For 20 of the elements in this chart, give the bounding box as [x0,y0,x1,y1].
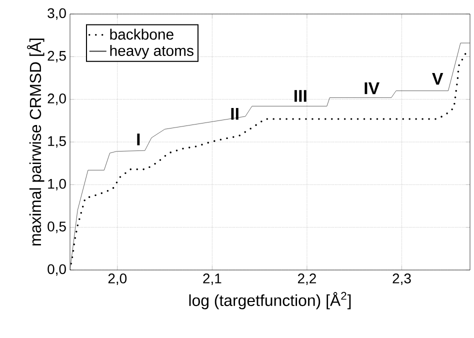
annotation: V [432,72,444,85]
y-tick-label: 3,0 [48,8,66,20]
y-tick-label: 1,0 [48,178,66,190]
legend-label: heavy atoms [110,45,194,59]
legend-label: backbone [110,28,174,40]
annotation: II [231,108,238,120]
annotation: IV [364,82,380,94]
x-tick-label: 2,1 [203,274,222,286]
y-tick-label: 2,0 [48,94,66,106]
y-tick-label: 0,5 [48,222,66,234]
x-tick-label: 2,0 [108,274,127,286]
x-tick-label: 2,3 [392,274,411,286]
x-tick-label: 2,2 [298,274,316,286]
annotation: III [294,90,306,102]
y-tick-label: 0,0 [48,264,66,276]
y-tick-label: 1,5 [48,136,66,148]
y-tick-label: 2,5 [48,50,66,62]
x-axis-title: log (targetfunction) [Å$^{2}$] [189,292,351,310]
annotation: I [137,134,140,146]
y-axis-title: maximal pairwise CRMSD [Å] [27,38,44,246]
